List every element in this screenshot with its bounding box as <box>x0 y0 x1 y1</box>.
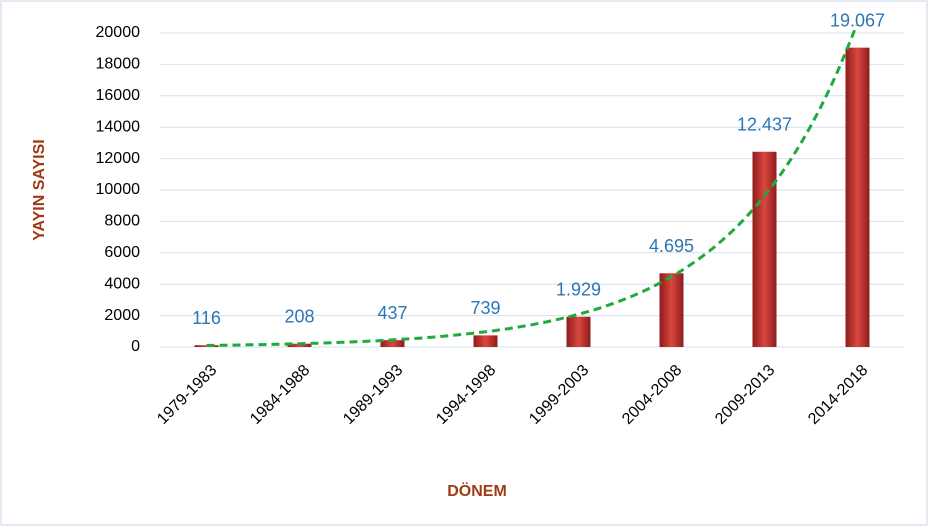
y-tick-label: 10000 <box>96 181 141 198</box>
y-tick-label: 20000 <box>96 24 141 41</box>
y-tick-label: 12000 <box>96 150 141 167</box>
y-tick-label: 0 <box>131 338 140 355</box>
y-axis-title: YAYIN SAYISI <box>31 139 48 240</box>
bar <box>380 340 405 347</box>
bar <box>287 343 312 347</box>
y-tick-label: 18000 <box>96 56 141 73</box>
bar <box>752 151 777 347</box>
value-label: 12.437 <box>737 114 792 134</box>
bar <box>473 335 498 347</box>
value-label: 116 <box>192 308 221 328</box>
x-axis-title: DÖNEM <box>447 481 507 500</box>
trendline <box>206 25 859 347</box>
value-label: 208 <box>284 306 314 326</box>
y-tick-label: 14000 <box>96 118 141 135</box>
bar <box>659 273 684 347</box>
bar <box>845 47 870 347</box>
value-label: 4.695 <box>649 236 694 256</box>
value-label: 19.067 <box>830 10 885 30</box>
value-label: 739 <box>470 298 500 318</box>
value-label: 1.929 <box>556 279 601 299</box>
y-tick-label: 4000 <box>104 275 140 292</box>
value-label: 437 <box>377 303 407 323</box>
bar <box>566 316 591 347</box>
bar <box>194 345 219 347</box>
y-tick-label: 16000 <box>96 87 141 104</box>
y-tick-label: 8000 <box>104 213 140 230</box>
y-tick-label: 6000 <box>104 244 140 261</box>
y-tick-label: 2000 <box>104 307 140 324</box>
